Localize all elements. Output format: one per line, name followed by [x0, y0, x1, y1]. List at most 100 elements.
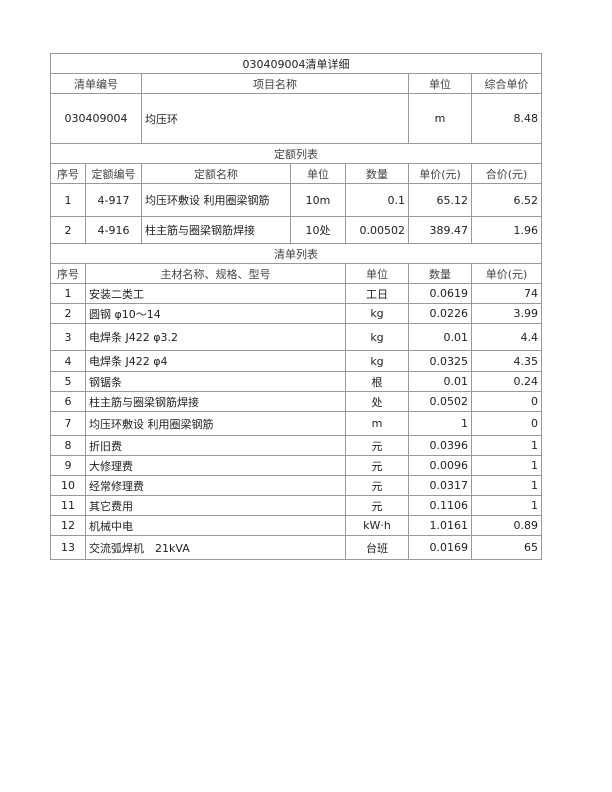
list-cell: 11 [50, 495, 86, 516]
name-header: 项目名称 [141, 73, 409, 94]
list-column-header: 单位 [345, 263, 409, 284]
list-cell: 6 [50, 391, 86, 412]
list-cell: 0.0619 [408, 283, 472, 304]
list-cell: 工日 [345, 283, 409, 304]
list-cell: 0.0396 [408, 435, 472, 456]
quota-cell: 2 [50, 216, 86, 244]
list-cell: 0.01 [408, 323, 472, 351]
quota-cell: 1 [50, 183, 86, 217]
quota-cell: 6.52 [470, 183, 543, 217]
list-cell: 大修理费 [85, 455, 346, 476]
quota-cell: 柱主筋与圈梁钢筋焊接 [141, 216, 291, 244]
list-cell: kg [345, 303, 409, 324]
table-row: 清单列表 [49, 243, 543, 264]
list-cell: 4.35 [470, 350, 543, 372]
list-cell: 根 [345, 371, 409, 392]
list-cell: 4.4 [470, 323, 543, 351]
list-column-header: 序号 [50, 263, 86, 284]
list-cell: 元 [345, 435, 409, 456]
list-cell: 安装二类工 [85, 283, 346, 304]
list-cell: 台班 [345, 535, 409, 560]
list-cell: 均压环敷设 利用圈梁钢筋 [85, 411, 346, 436]
table-row: 1 4-917 均压环敷设 利用圈梁钢筋 10m 0.1 65.12 6.52 [50, 183, 543, 217]
quota-cell: 0.00502 [345, 216, 409, 244]
list-cell: 元 [345, 455, 409, 476]
list-cell: 65 [470, 535, 543, 560]
list-cell: kg [345, 350, 409, 372]
list-cell: 其它费用 [85, 495, 346, 516]
quota-column-header: 数量 [345, 163, 409, 184]
quota-cell: 389.47 [408, 216, 472, 244]
code-header: 清单编号 [50, 73, 142, 94]
list-cell: 经常修理费 [85, 475, 346, 496]
list-cell: 1 [50, 283, 86, 304]
list-cell: 处 [345, 391, 409, 412]
list-cell: kW·h [345, 515, 409, 536]
list-cell: 1 [470, 495, 543, 516]
list-cell: 元 [345, 475, 409, 496]
quota-cell: 均压环敷设 利用圈梁钢筋 [141, 183, 291, 217]
list-cell: 3.99 [470, 303, 543, 324]
list-cell: 1.0161 [408, 515, 472, 536]
quota-cell: 4-916 [85, 216, 142, 244]
list-cell: 1 [470, 435, 543, 456]
list-cell: 1 [470, 455, 543, 476]
list-cell: 柱主筋与圈梁钢筋焊接 [85, 391, 346, 412]
list-cell: 0.1106 [408, 495, 472, 516]
list-cell: 0.0226 [408, 303, 472, 324]
list-cell: 0.89 [470, 515, 543, 536]
list-section-title: 清单列表 [49, 243, 543, 264]
quota-column-header: 合价(元) [470, 163, 543, 184]
list-cell: 0.0096 [408, 455, 472, 476]
list-cell: 钢锯条 [85, 371, 346, 392]
list-column-header: 主材名称、规格、型号 [85, 263, 346, 284]
list-cell: 7 [50, 411, 86, 436]
quota-cell: 10m [290, 183, 346, 217]
quota-cell: 65.12 [408, 183, 472, 217]
list-cell: 74 [470, 283, 543, 304]
table-title: 030409004清单详细 [49, 53, 543, 74]
list-cell: 2 [50, 303, 86, 324]
quota-column-header: 定额编号 [85, 163, 142, 184]
list-cell: 元 [345, 495, 409, 516]
list-cell: 1 [470, 475, 543, 496]
list-cell: 0.0502 [408, 391, 472, 412]
quota-column-header: 单位 [290, 163, 346, 184]
quota-column-header: 定额名称 [141, 163, 291, 184]
table-row: 2 4-916 柱主筋与圈梁钢筋焊接 10处 0.00502 389.47 1.96 [50, 216, 543, 244]
list-cell: 交流弧焊机 21kVA [85, 535, 346, 560]
list-cell: 0.24 [470, 371, 543, 392]
list-cell: 电焊条 J422 φ3.2 [85, 323, 346, 351]
quota-cell: 10处 [290, 216, 346, 244]
quota-cell: 4-917 [85, 183, 142, 217]
quota-cell: 1.96 [470, 216, 543, 244]
list-cell: 8 [50, 435, 86, 456]
list-cell: 0.0317 [408, 475, 472, 496]
list-cell: 0 [470, 411, 543, 436]
list-cell: 圆钢 φ10～14 [85, 303, 346, 324]
list-cell: 13 [50, 535, 86, 560]
list-column-header: 数量 [408, 263, 472, 284]
list-cell: 10 [50, 475, 86, 496]
list-cell: 0.0169 [408, 535, 472, 560]
quota-column-header: 单价(元) [408, 163, 472, 184]
quota-cell: 0.1 [345, 183, 409, 217]
list-cell: 0.0325 [408, 350, 472, 372]
price-header: 综合单价 [470, 73, 543, 94]
list-cell: 9 [50, 455, 86, 476]
table-row: 序号 定额编号 定额名称 单位 数量 单价(元) 合价(元) [50, 163, 543, 184]
list-cell: kg [345, 323, 409, 351]
